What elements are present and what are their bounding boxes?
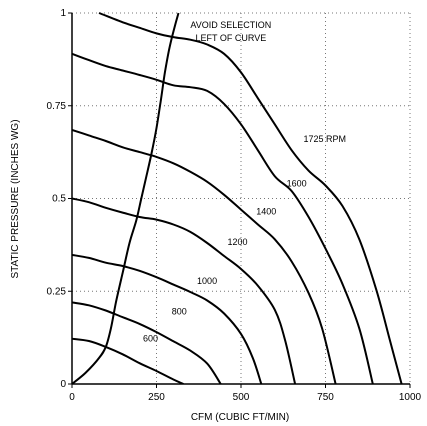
rpm-label-1600: 1600 [287,178,307,188]
rpm-curve-1725-rpm [98,12,403,384]
curves-layer [72,12,403,384]
x-tick-label: 1000 [399,392,422,403]
rpm-label-800: 800 [172,306,187,316]
y-tick-label: 0.25 [47,286,67,297]
y-axis-label: STATIC PRESSURE (INCHES WG) [10,119,21,278]
avoid-selection-note: LEFT OF CURVE [196,33,267,43]
grid-layer [72,12,411,384]
x-tick-label: 500 [233,392,250,403]
y-tick-label: 0.75 [47,101,67,112]
rpm-curve-1400 [72,128,337,384]
x-tick-label: 0 [69,392,75,403]
rpm-curve-800 [72,301,222,384]
x-axis-label: CFM (CUBIC FT/MIN) [191,412,289,423]
rpm-curve-1000 [72,253,263,384]
avoid-selection-note: AVOID SELECTION [190,20,271,30]
rpm-label-1200: 1200 [227,237,247,247]
rpm-curve-1600 [72,52,374,384]
rpm-label-600: 600 [143,333,158,343]
rpm-curve-1200 [72,197,297,384]
y-tick-label: 0.5 [52,194,66,205]
rpm-label-1000: 1000 [197,276,217,286]
y-tick-label: 1 [60,8,66,19]
labels-layer: 600 800 1000 1200 1400 1600 1725 RPM AVOID SELE… [143,20,346,343]
rpm-curve-600 [72,337,184,384]
rpm-label-1725-rpm: 1725 RPM [304,134,347,144]
x-tick-label: 750 [317,392,334,403]
rpm-label-1400: 1400 [256,206,276,216]
x-tick-label: 250 [148,392,165,403]
y-tick-label: 0 [60,379,66,390]
axes-layer: 0 250 500 750 1000 0 0.25 0.5 0.75 1 [47,8,422,403]
selection-limit-curve [72,12,180,384]
